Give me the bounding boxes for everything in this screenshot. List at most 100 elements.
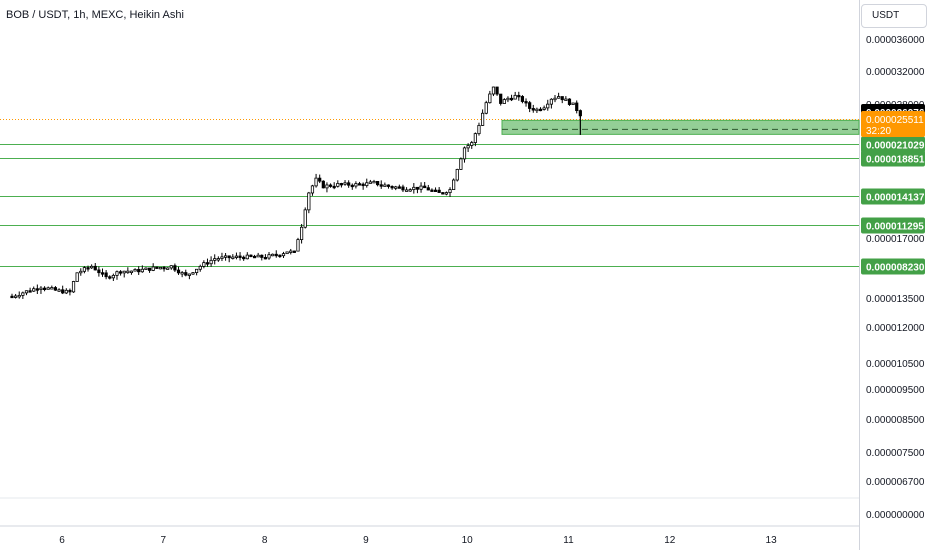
candle-body bbox=[376, 181, 380, 186]
candle-body bbox=[176, 269, 181, 274]
candle-body bbox=[499, 93, 503, 104]
candle-body bbox=[10, 295, 14, 299]
candle-body bbox=[575, 102, 579, 111]
candle-body bbox=[531, 108, 535, 111]
candle-body bbox=[162, 266, 166, 270]
candle-body bbox=[535, 108, 539, 112]
candle-body bbox=[571, 102, 575, 105]
candle-body bbox=[122, 270, 126, 274]
candle-body bbox=[180, 272, 184, 275]
candle-body bbox=[220, 256, 224, 259]
candle-body bbox=[567, 98, 572, 105]
candle-body bbox=[292, 250, 296, 253]
candle-body bbox=[205, 262, 210, 265]
candle-body bbox=[557, 96, 561, 99]
candle-body bbox=[354, 183, 358, 187]
candle-body bbox=[524, 101, 528, 104]
candle-body bbox=[365, 182, 369, 186]
candle-body bbox=[394, 186, 398, 189]
candle-body bbox=[278, 254, 282, 258]
candle-body bbox=[513, 94, 517, 100]
candle-body bbox=[546, 103, 550, 109]
candle-body bbox=[336, 183, 340, 187]
candle-body bbox=[332, 185, 336, 189]
candle-body bbox=[564, 98, 568, 101]
candle-body bbox=[281, 253, 286, 257]
candle-body bbox=[93, 265, 97, 271]
candle-body bbox=[517, 94, 521, 98]
current-price-label-bg bbox=[861, 111, 925, 137]
level-label-bg bbox=[861, 258, 925, 275]
candle-body bbox=[158, 266, 163, 270]
candle-body bbox=[271, 253, 275, 257]
candle-body bbox=[42, 287, 47, 290]
currency-label: USDT bbox=[872, 10, 900, 21]
candle-body bbox=[238, 255, 242, 258]
candle-body bbox=[151, 266, 155, 271]
candle-body bbox=[397, 186, 401, 189]
y-tick-label: 0.000008500 bbox=[866, 415, 925, 426]
y-tick-label: 0.000017000 bbox=[866, 234, 925, 245]
candle-body bbox=[223, 255, 228, 258]
candles-group bbox=[10, 86, 582, 299]
candle-body bbox=[57, 289, 61, 292]
candle-body bbox=[480, 112, 485, 126]
y-tick-label: 0.000007500 bbox=[866, 448, 925, 459]
candle-body bbox=[357, 183, 362, 186]
candle-body bbox=[408, 189, 412, 192]
candle-body bbox=[231, 256, 235, 259]
price-zone bbox=[501, 119, 860, 135]
candle-body bbox=[195, 268, 199, 273]
candle-body bbox=[542, 107, 546, 110]
candle-body bbox=[560, 96, 564, 101]
candle-body bbox=[401, 186, 405, 191]
y-tick-label: 0.000013500 bbox=[866, 294, 925, 305]
level-label-bg bbox=[861, 217, 925, 234]
candle-body bbox=[368, 181, 372, 184]
candle-body bbox=[379, 184, 383, 187]
candle-body bbox=[296, 239, 300, 252]
candle-body bbox=[314, 177, 318, 187]
candle-body bbox=[184, 272, 188, 276]
level-label-bg bbox=[861, 188, 925, 205]
candle-body bbox=[506, 97, 510, 101]
candle-body bbox=[32, 288, 36, 292]
candle-body bbox=[46, 287, 50, 290]
candle-body bbox=[216, 258, 220, 261]
candle-body bbox=[426, 187, 430, 191]
candle-body bbox=[100, 272, 105, 275]
y-tick-label: 0.000006700 bbox=[866, 477, 925, 488]
candle-body bbox=[133, 269, 137, 272]
candle-body bbox=[50, 287, 54, 290]
candle-body bbox=[455, 169, 459, 181]
candle-body bbox=[86, 267, 90, 270]
candle-body bbox=[466, 145, 470, 149]
candle-body bbox=[549, 98, 553, 105]
chart-title: BOB / USDT, 1h, MEXC, Heikin Ashi bbox=[6, 9, 184, 21]
candle-body bbox=[213, 258, 217, 261]
current-price-label: 0.000025511 bbox=[866, 115, 924, 126]
candle-body bbox=[21, 292, 25, 296]
candle-body bbox=[242, 256, 246, 260]
candle-body bbox=[441, 192, 445, 195]
candle-body bbox=[234, 255, 239, 258]
currency-selector[interactable]: USDT bbox=[861, 4, 927, 28]
candle-body bbox=[459, 158, 463, 170]
candle-body bbox=[191, 272, 195, 275]
candle-body bbox=[310, 185, 315, 194]
candle-body bbox=[129, 270, 134, 273]
candle-body bbox=[372, 181, 376, 184]
candle-body bbox=[227, 255, 231, 259]
x-tick-label: 11 bbox=[563, 535, 574, 546]
candle-body bbox=[39, 287, 43, 290]
candle-body bbox=[423, 185, 427, 189]
x-tick-label: 12 bbox=[664, 535, 676, 546]
candle-body bbox=[307, 192, 311, 211]
y-tick-label: 0.000009500 bbox=[866, 385, 925, 396]
candle-body bbox=[64, 289, 68, 294]
candle-body bbox=[553, 97, 557, 101]
candle-body bbox=[155, 266, 159, 269]
candle-body bbox=[256, 254, 260, 258]
countdown-label: 32:20 bbox=[866, 126, 891, 137]
